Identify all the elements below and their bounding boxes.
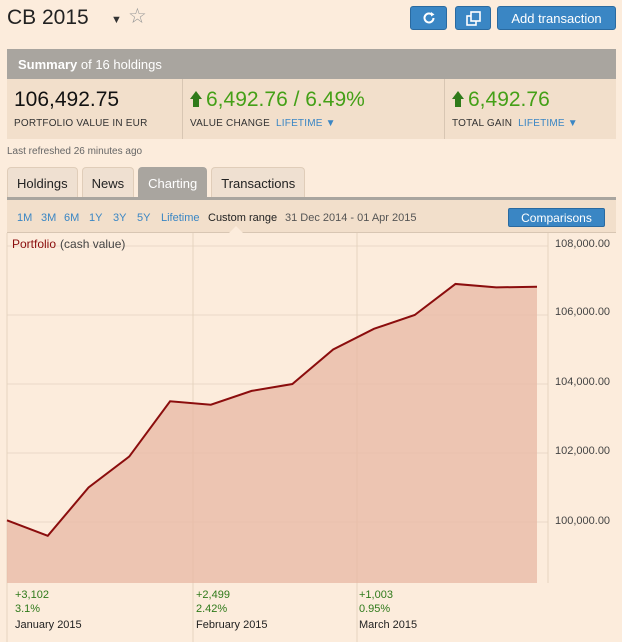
period-summary-january: +3,102 3.1% January 2015 bbox=[15, 588, 82, 632]
data-point bbox=[535, 285, 539, 289]
value-change: 6,492.76 / 6.49% bbox=[190, 88, 365, 112]
period-pct: 2.42% bbox=[196, 603, 228, 615]
series-area bbox=[7, 283, 537, 583]
range-3y[interactable]: 3Y bbox=[113, 212, 127, 224]
add-transaction-button[interactable]: Add transaction bbox=[497, 6, 616, 30]
data-point bbox=[331, 348, 335, 352]
summary-bar: Summary of 16 holdings bbox=[7, 49, 616, 79]
tab-news[interactable]: News bbox=[81, 167, 135, 197]
date-range[interactable]: 31 Dec 2014 - 01 Apr 2015 bbox=[285, 212, 417, 224]
last-refreshed: Last refreshed 26 minutes ago bbox=[7, 146, 143, 157]
portfolio-value-stat: 106,492.75 PORTFOLIO VALUE IN EUR bbox=[7, 79, 183, 139]
y-tick-label: 102,000.00 bbox=[555, 445, 611, 457]
data-point bbox=[168, 399, 172, 403]
tab-bar: Holdings News Charting Transactions bbox=[7, 167, 309, 197]
period-summary-february: +2,499 2.42% February 2015 bbox=[196, 588, 268, 632]
y-tick-label: 106,000.00 bbox=[555, 306, 611, 318]
chart-canvas[interactable] bbox=[0, 233, 622, 642]
range-5y[interactable]: 5Y bbox=[137, 212, 151, 224]
total-gain-stat: 6,492.76 TOTAL GAIN LIFETIME ▼ bbox=[445, 79, 616, 139]
arrow-up-icon bbox=[190, 91, 202, 107]
tab-transactions[interactable]: Transactions bbox=[211, 167, 306, 197]
total-gain-label: TOTAL GAIN LIFETIME ▼ bbox=[452, 118, 578, 129]
portfolio-value-label: PORTFOLIO VALUE IN EUR bbox=[14, 118, 148, 129]
summary-label: Summary bbox=[18, 57, 78, 72]
period-pct: 3.1% bbox=[15, 603, 41, 615]
data-point bbox=[413, 313, 417, 317]
range-3m[interactable]: 3M bbox=[41, 212, 57, 224]
range-1m[interactable]: 1M bbox=[17, 212, 33, 224]
star-icon[interactable]: ☆ bbox=[128, 5, 147, 28]
range-bar: 1M 3M 6M 1Y 3Y 5Y Lifetime Custom range … bbox=[7, 200, 616, 233]
period-change: +2,499 bbox=[196, 589, 230, 601]
caret-down-icon[interactable]: ▼ bbox=[111, 14, 122, 26]
period-month: March 2015 bbox=[359, 619, 418, 631]
tab-holdings[interactable]: Holdings bbox=[7, 167, 78, 197]
value-change-label: VALUE CHANGE LIFETIME ▼ bbox=[190, 118, 336, 129]
comparisons-button[interactable]: Comparisons bbox=[508, 208, 605, 227]
total-gain-value: 6,492.76 bbox=[468, 88, 550, 111]
data-point bbox=[372, 327, 376, 331]
y-tick-label: 100,000.00 bbox=[555, 515, 611, 527]
period-month: January 2015 bbox=[15, 619, 82, 631]
header: CB 2015 ▼ ☆ Add transaction bbox=[0, 0, 622, 40]
period-change: +1,003 bbox=[359, 589, 393, 601]
series-line bbox=[6, 282, 538, 537]
value-change-value: 6,492.76 / 6.49% bbox=[206, 88, 365, 111]
refresh-button[interactable] bbox=[410, 6, 447, 30]
data-point bbox=[290, 382, 294, 386]
refresh-icon bbox=[423, 12, 434, 24]
legend-series-name: Portfolio bbox=[12, 237, 57, 251]
lifetime-dropdown[interactable]: LIFETIME ▼ bbox=[518, 118, 578, 129]
lifetime-label: LIFETIME bbox=[276, 118, 323, 129]
range-6m[interactable]: 6M bbox=[64, 212, 80, 224]
lifetime-dropdown[interactable]: LIFETIME ▼ bbox=[276, 118, 336, 129]
tab-charting[interactable]: Charting bbox=[138, 167, 208, 197]
data-point bbox=[127, 454, 131, 458]
portfolio-title[interactable]: CB 2015 bbox=[7, 6, 89, 29]
total-gain: 6,492.76 bbox=[452, 88, 550, 112]
value-change-label-text: VALUE CHANGE bbox=[190, 118, 271, 129]
legend-series-subtitle: (cash value) bbox=[60, 237, 126, 251]
range-custom[interactable]: Custom range bbox=[208, 212, 278, 224]
popout-icon bbox=[465, 10, 481, 26]
period-pct: 0.95% bbox=[359, 603, 391, 615]
range-1y[interactable]: 1Y bbox=[89, 212, 103, 224]
tab-divider bbox=[7, 197, 616, 200]
lifetime-label: LIFETIME bbox=[518, 118, 565, 129]
y-tick-label: 104,000.00 bbox=[555, 376, 611, 388]
portfolio-value: 106,492.75 bbox=[14, 88, 120, 111]
summary-holdings: of 16 holdings bbox=[80, 57, 162, 72]
y-tick-label: 108,000.00 bbox=[555, 238, 611, 250]
data-point bbox=[5, 518, 9, 522]
data-point bbox=[46, 534, 50, 538]
chart-legend: Portfolio (cash value) bbox=[12, 237, 125, 251]
data-point bbox=[250, 389, 254, 393]
data-point bbox=[453, 282, 457, 286]
total-gain-label-text: TOTAL GAIN bbox=[452, 118, 513, 129]
data-point bbox=[209, 403, 213, 407]
popout-button[interactable] bbox=[455, 6, 491, 30]
active-range-pointer bbox=[229, 226, 243, 233]
period-month: February 2015 bbox=[196, 619, 268, 631]
data-point bbox=[494, 285, 498, 289]
portfolio-chart[interactable]: Portfolio (cash value) 108,000.00 106,000… bbox=[0, 233, 622, 642]
stats-panel: 106,492.75 PORTFOLIO VALUE IN EUR 6,492.… bbox=[7, 79, 616, 139]
arrow-up-icon bbox=[452, 91, 464, 107]
value-change-stat: 6,492.76 / 6.49% VALUE CHANGE LIFETIME ▼ bbox=[183, 79, 445, 139]
data-point bbox=[87, 486, 91, 490]
period-summary-march: +1,003 0.95% March 2015 bbox=[359, 588, 417, 632]
period-change: +3,102 bbox=[15, 589, 49, 601]
range-lifetime[interactable]: Lifetime bbox=[161, 212, 200, 224]
